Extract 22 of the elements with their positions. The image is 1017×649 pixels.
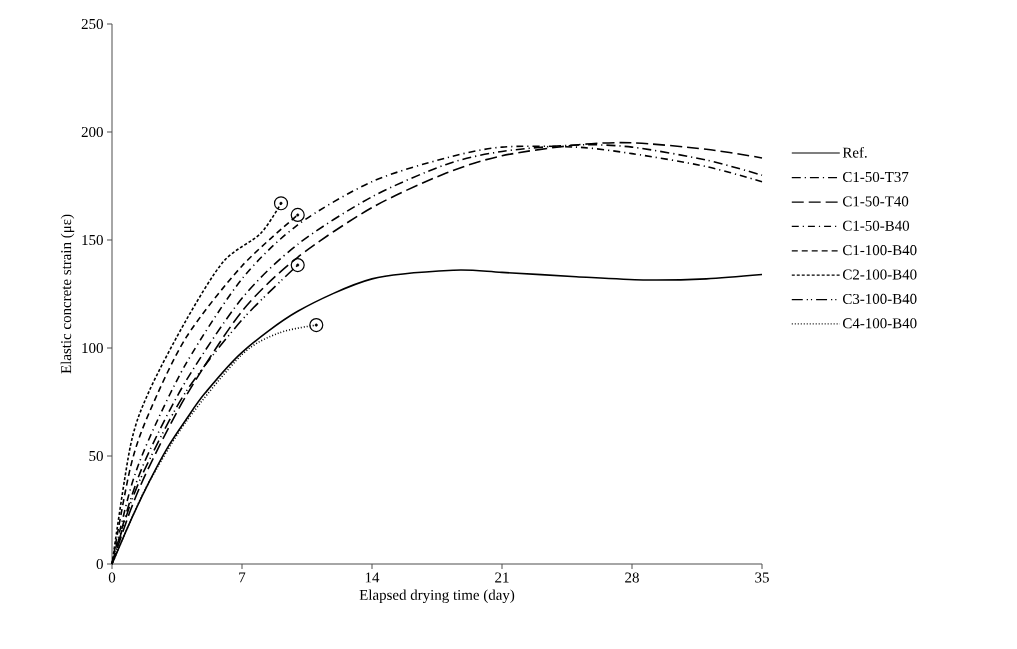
x-tick-label: 14: [365, 572, 380, 583]
x-axis-title: Elapsed drying time (day): [359, 589, 515, 604]
legend-label: C4-100-B40: [842, 318, 917, 329]
x-tick-label: 21: [495, 572, 509, 583]
y-tick-label: 0: [96, 558, 103, 570]
y-axis-title: Elastic concrete strain (με): [60, 214, 75, 374]
y-tick-label: 250: [81, 18, 103, 30]
x-tick-label: 28: [625, 572, 639, 583]
y-tick-label: 50: [89, 450, 103, 462]
x-tick-label: 35: [755, 572, 769, 583]
legend-label: C1-50-T37: [842, 171, 909, 183]
legend-label: C2-100-B40: [842, 269, 917, 280]
legend-label: C1-100-B40: [842, 245, 917, 256]
x-tick-label: 0: [108, 572, 116, 583]
y-tick-label: 100: [82, 342, 103, 354]
y-tick-label: 200: [81, 126, 103, 138]
legend-label: C1-50-T40: [842, 196, 909, 207]
legend-label: C3-100-B40: [842, 293, 917, 304]
y-tick-label: 150: [82, 234, 103, 246]
legend-label: C1-50-B40: [842, 220, 910, 231]
legend-label: Ref.: [842, 146, 867, 158]
x-tick-label: 7: [239, 572, 246, 583]
